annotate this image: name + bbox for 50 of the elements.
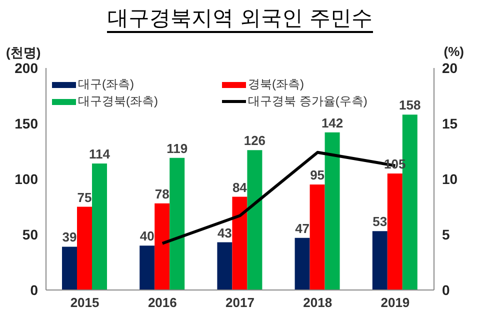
bar [324,132,340,290]
y-tick-label: 100 [14,170,38,187]
data-label: 119 [166,140,188,156]
data-label: 53 [372,214,388,230]
data-label: 75 [77,190,92,205]
data-label: 43 [217,225,232,240]
legend-label: 대구(좌측) [78,76,134,93]
bar [217,242,232,290]
bar [310,184,325,290]
data-label: 78 [154,186,170,202]
bar [92,163,107,290]
data-label: 158 [399,98,421,113]
x-tick-label: 2015 [70,295,100,310]
x-tick-label: 2019 [380,295,410,310]
data-label: 126 [244,133,266,148]
bar [170,158,185,290]
data-label: 47 [295,220,310,236]
y2-tick-label: 5 [442,226,450,242]
y2-tick-label: 15 [442,115,458,132]
bar [372,231,388,290]
y-tick-label: 0 [30,282,38,298]
data-label: 40 [140,228,154,244]
x-tick-label: 2017 [226,295,254,310]
y-tick-label: 50 [22,226,38,242]
x-tick-label: 2018 [303,295,332,310]
bar [247,150,262,290]
data-label: 39 [62,230,77,245]
data-label: 114 [89,146,111,162]
bar [62,246,77,290]
data-label: 95 [310,168,325,183]
legend-label: 대구경북(좌측) [78,93,158,110]
data-label: 142 [321,115,344,130]
y-tick-label: 150 [14,115,38,132]
bar [77,206,92,290]
x-tick-label: 2016 [148,295,177,310]
bar [140,246,155,290]
bar [294,238,310,290]
bar [232,196,248,290]
data-label: 84 [232,180,248,195]
y2-tick-label: 20 [442,60,458,76]
y2-tick-label: 0 [442,282,450,298]
y2-axis-title: (%) [444,44,464,59]
bar [387,173,402,290]
legend-label: 대구경북 증가율(우측) [248,93,368,110]
bar [154,203,170,290]
chart-title: 대구경북지역 외국인 주민수 [107,6,373,33]
legend-label: 경북(좌측) [248,76,304,93]
y-tick-label: 200 [14,60,38,76]
y-axis-title: (천명) [6,44,41,62]
y2-tick-label: 10 [442,170,458,187]
